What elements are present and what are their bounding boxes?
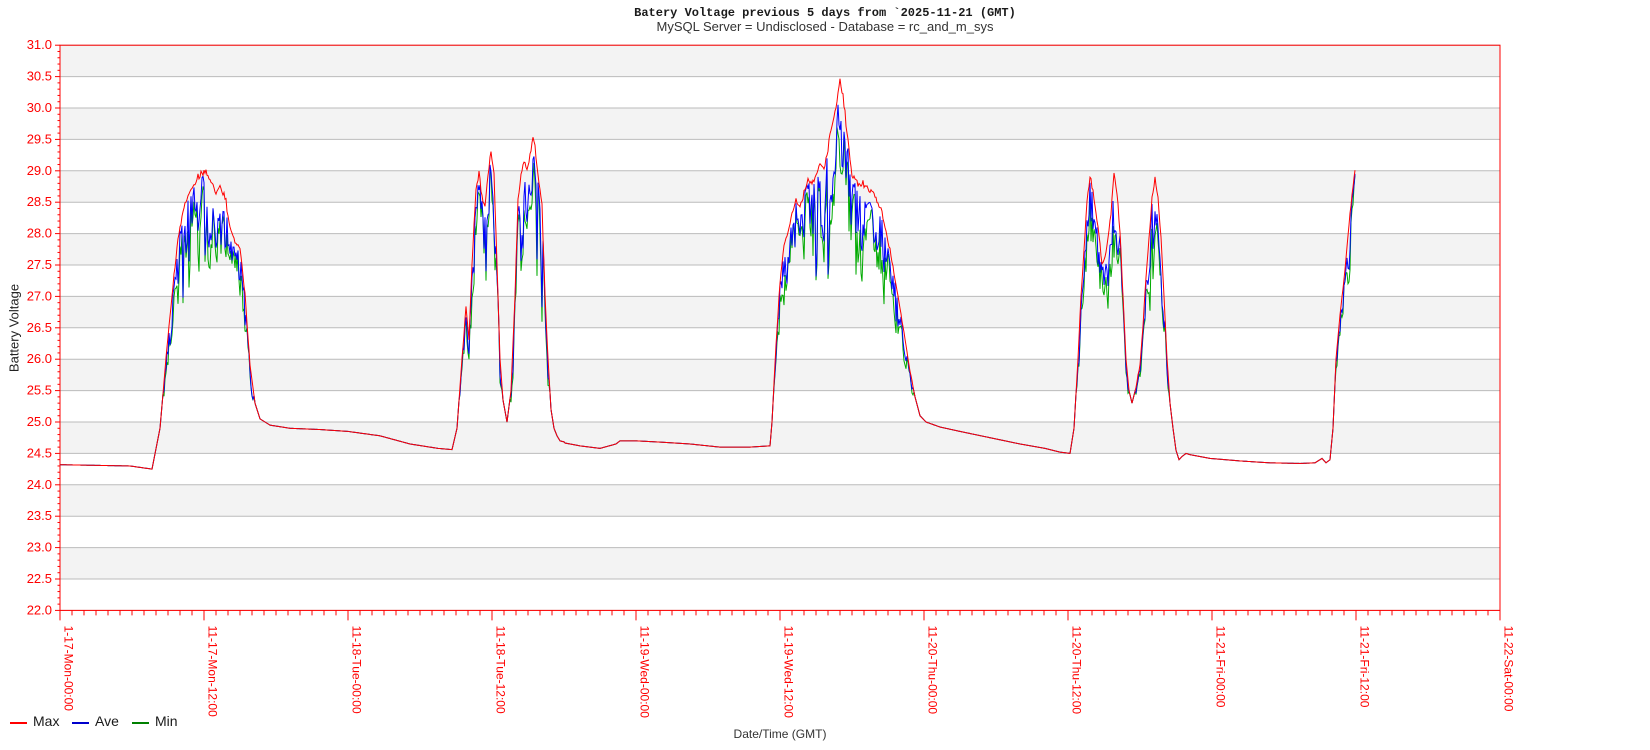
svg-text:24.0: 24.0: [27, 477, 52, 492]
svg-text:11-22-Sat-00:00: 11-22-Sat-00:00: [1501, 626, 1515, 712]
svg-text:29.0: 29.0: [27, 163, 52, 178]
svg-text:11-17-Mon-12:00: 11-17-Mon-12:00: [205, 626, 219, 717]
svg-text:11-19-Wed-12:00: 11-19-Wed-12:00: [781, 626, 795, 719]
svg-text:11-19-Wed-00:00: 11-19-Wed-00:00: [637, 626, 651, 719]
svg-text:24.5: 24.5: [27, 445, 52, 460]
svg-text:30.0: 30.0: [27, 100, 52, 115]
svg-text:26.5: 26.5: [27, 320, 52, 335]
svg-text:11-20-Thu-00:00: 11-20-Thu-00:00: [925, 626, 939, 715]
svg-text:27.0: 27.0: [27, 288, 52, 303]
svg-text:23.0: 23.0: [27, 540, 52, 555]
svg-text:30.5: 30.5: [27, 69, 52, 84]
svg-text:11-18-Tue-12:00: 11-18-Tue-12:00: [493, 626, 507, 714]
svg-text:27.5: 27.5: [27, 257, 52, 272]
svg-text:29.5: 29.5: [27, 131, 52, 146]
svg-text:28.5: 28.5: [27, 194, 52, 209]
svg-text:11-18-Tue-00:00: 11-18-Tue-00:00: [349, 626, 363, 714]
svg-text:1-17-Mon-00:00: 1-17-Mon-00:00: [61, 626, 75, 712]
svg-text:11-21-Fri-00:00: 11-21-Fri-00:00: [1213, 626, 1227, 708]
svg-text:25.0: 25.0: [27, 414, 52, 429]
svg-text:11-21-Fri-12:00: 11-21-Fri-12:00: [1357, 626, 1371, 708]
svg-text:26.0: 26.0: [27, 351, 52, 366]
svg-text:28.0: 28.0: [27, 226, 52, 241]
svg-text:23.5: 23.5: [27, 508, 52, 523]
svg-text:11-20-Thu-12:00: 11-20-Thu-12:00: [1069, 626, 1083, 715]
svg-text:31.0: 31.0: [27, 37, 52, 52]
svg-text:25.5: 25.5: [27, 383, 52, 398]
svg-text:22.5: 22.5: [27, 571, 52, 586]
svg-text:22.0: 22.0: [27, 602, 52, 617]
